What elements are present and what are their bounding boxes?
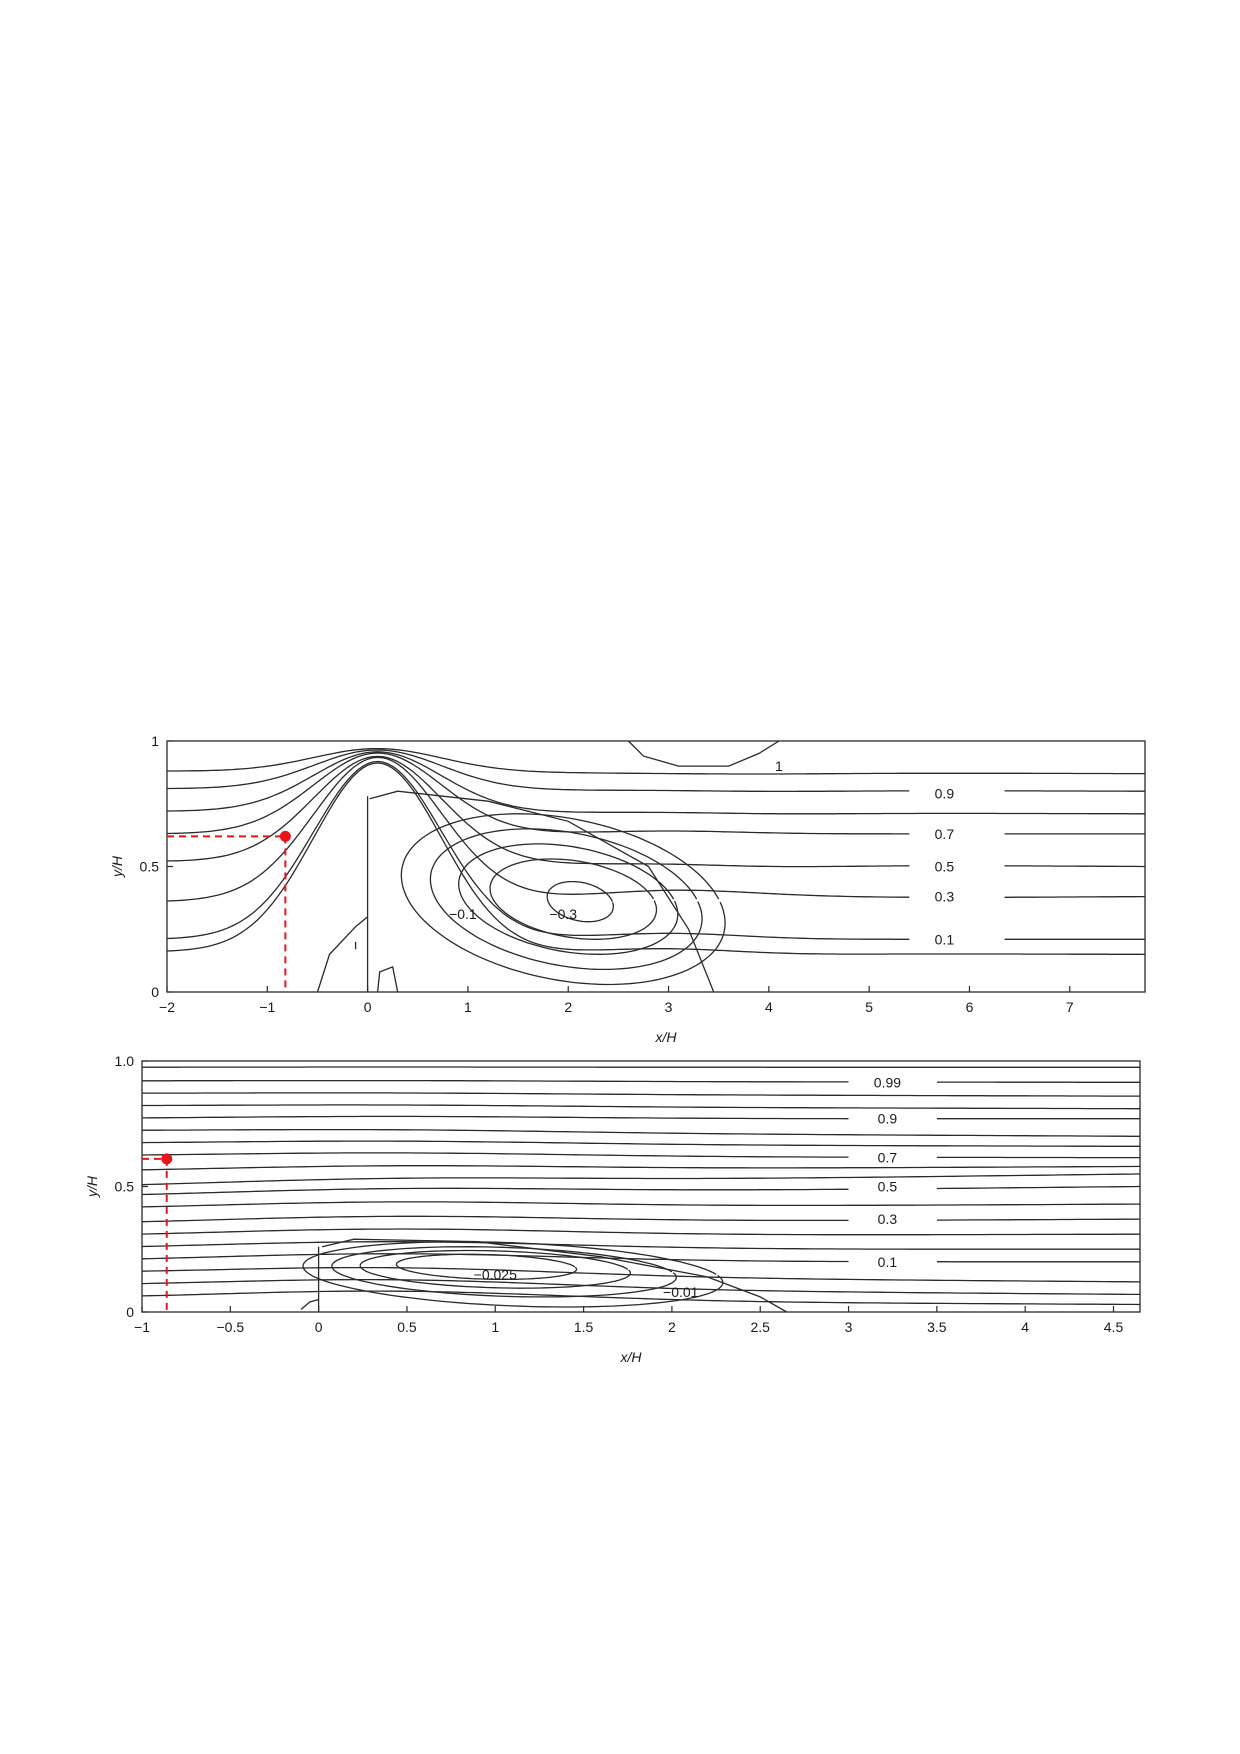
contour-label: 0.99: [874, 1074, 901, 1090]
corner-vortex: [300, 1298, 319, 1310]
contour-label: 0.5: [935, 859, 955, 875]
streamline: [166, 762, 1146, 956]
streamline: [141, 1165, 1141, 1171]
x-tick-label: −1: [259, 999, 275, 1015]
x-tick-label: 1: [464, 999, 472, 1015]
x-axis-label: x/H: [620, 1349, 643, 1365]
y-axis-label: y/H: [109, 855, 125, 878]
x-tick-label: 2: [668, 1319, 676, 1335]
x-tick-label: 3: [845, 1319, 853, 1335]
y-tick-label: 0: [126, 1304, 134, 1320]
recirculation-contour: [331, 1246, 677, 1298]
top-streamline-chart: −2 −1 0 1 2 3 4 5 6 7 0 0.5 1 x/H y/H 1 0.9 0.7 0.5 0.3 0.1 −…: [109, 733, 1146, 1045]
x-tick-label: 2: [564, 999, 572, 1015]
contour-label: 1: [775, 758, 783, 774]
contour-label: 0.1: [878, 1254, 898, 1270]
y-tick-label: 0.5: [140, 859, 160, 875]
streamline: [141, 1152, 849, 1158]
recirculation-contour: [302, 1241, 724, 1308]
contour-label: 0.7: [878, 1150, 898, 1166]
contour-label: 0.5: [878, 1179, 898, 1195]
contour-label: 0.3: [878, 1211, 898, 1227]
x-tick-label: 1: [491, 1319, 499, 1335]
contour-label: 0.3: [935, 889, 955, 905]
x-tick-label: 4: [765, 999, 773, 1015]
streamline: [167, 751, 1145, 815]
x-tick-label: −2: [159, 999, 175, 1015]
contour-label: −0.3: [549, 906, 577, 922]
y-tick-label: 0: [151, 984, 159, 1000]
x-tick-label: 5: [865, 999, 873, 1015]
marker-point: [161, 1153, 173, 1165]
y-tick-label: 0.5: [115, 1179, 135, 1195]
marker-point: [279, 830, 291, 842]
streamline: [936, 1185, 1141, 1190]
streamline: [167, 749, 910, 793]
x-tick-label: 4.5: [1104, 1319, 1124, 1335]
recirculation-contour: [400, 813, 726, 986]
x-tick-label: −0.5: [216, 1319, 244, 1335]
streamline: [166, 756, 910, 902]
streamline: [142, 1092, 1140, 1097]
x-tick-label: 0.5: [397, 1319, 417, 1335]
recirculation-contour: [359, 1249, 632, 1289]
y-tick-label: 1.0: [115, 1053, 135, 1069]
streamline: [141, 1241, 1140, 1250]
streamline: [141, 1173, 1141, 1186]
streamline: [166, 752, 910, 835]
streamline: [167, 747, 1145, 775]
recirculation-contour: [395, 1253, 578, 1281]
contour-label: −0.025: [474, 1266, 517, 1282]
streamline: [166, 755, 910, 868]
x-tick-label: 1.5: [574, 1319, 594, 1335]
contour-label: 0.9: [878, 1111, 898, 1127]
contour-label: −0.1: [449, 906, 477, 922]
dividing-streamline: [369, 790, 715, 993]
streamline: [142, 1079, 849, 1083]
streamline: [142, 1128, 1140, 1137]
bottom-streamline-chart: −1 −0.5 0 0.5 1 1.5 2 2.5 3 3.5 4 4.5 0 0.5 1.0 x/H y/H 0…: [84, 1053, 1141, 1365]
contour-label: 0.9: [935, 786, 955, 802]
streamline: [141, 1215, 849, 1223]
dividing-streamline: [322, 1238, 788, 1313]
plot-frame: [141, 1060, 1141, 1313]
streamline: [166, 760, 910, 940]
streamline: [141, 1266, 1141, 1283]
x-tick-label: 7: [1066, 999, 1074, 1015]
streamline: [141, 1290, 1141, 1306]
recirculation-contour: [458, 843, 679, 955]
contour-label: 0.7: [935, 826, 955, 842]
y-axis-label: y/H: [84, 1175, 100, 1198]
x-tick-label: −1: [134, 1319, 150, 1335]
streamline: [1004, 865, 1145, 868]
streamline: [141, 1115, 849, 1120]
streamline: [936, 1218, 1141, 1221]
x-tick-label: 0: [315, 1319, 323, 1335]
streamline: [141, 1187, 849, 1196]
x-tick-label: 4: [1021, 1319, 1029, 1335]
x-axis-label: x/H: [655, 1029, 678, 1045]
streamline: [142, 1104, 1140, 1110]
x-tick-label: 0: [364, 999, 372, 1015]
corner-vortex: [316, 916, 369, 993]
x-tick-label: 6: [966, 999, 974, 1015]
streamline: [141, 1140, 1140, 1147]
recirculation-contour: [546, 880, 615, 923]
y-tick-label: 1: [151, 733, 159, 749]
x-tick-label: 3.5: [927, 1319, 947, 1335]
x-tick-label: 3: [665, 999, 673, 1015]
streamline: [141, 1278, 1140, 1296]
contour-label: −0.01: [663, 1284, 699, 1300]
x-tick-label: 2.5: [750, 1319, 770, 1335]
corner-vortex: [376, 966, 399, 993]
contour-label: 0.1: [935, 931, 955, 947]
streamline: [141, 1228, 1140, 1236]
streamline-top-closed: [627, 740, 780, 767]
streamline: [141, 1201, 1140, 1208]
recirculation-contour: [489, 858, 658, 940]
streamline: [1004, 895, 1145, 898]
